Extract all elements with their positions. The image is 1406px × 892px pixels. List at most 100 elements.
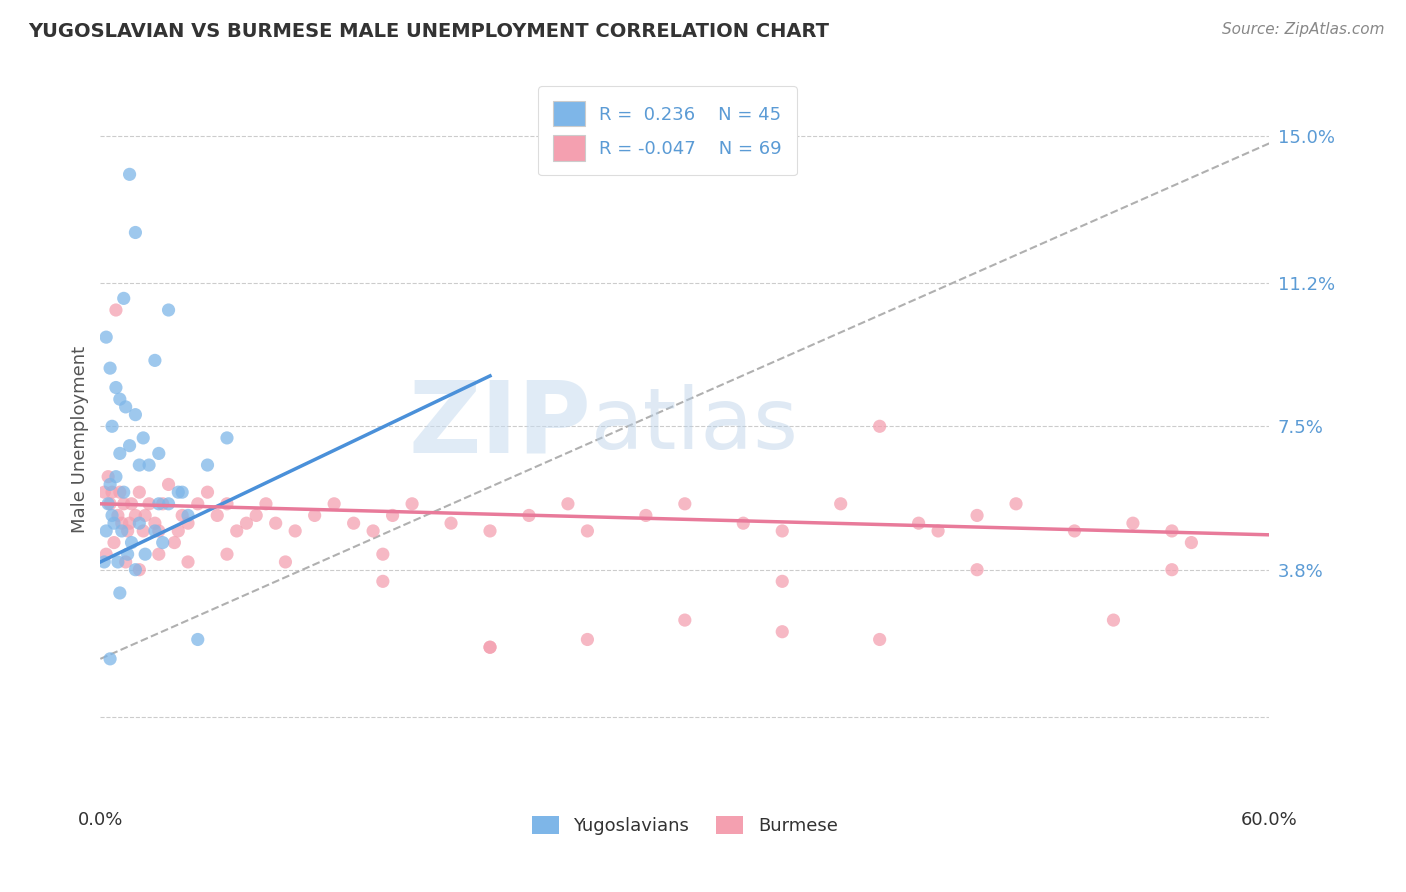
Point [104,380,127,394]
Point [143,516,166,531]
Point [177,508,200,523]
Point [907,516,929,531]
Point [576,524,599,538]
Point [117,547,139,561]
Point [479,640,502,655]
Point [148,524,170,538]
Point [96,524,118,538]
Point [869,419,891,434]
Point [172,485,194,500]
Point [108,446,131,460]
Point [93,555,115,569]
Point [381,508,404,523]
Point [108,392,131,406]
Point [103,516,125,531]
Point [118,167,141,181]
Point [101,485,124,500]
Point [138,497,160,511]
Point [1122,516,1144,531]
Point [108,586,131,600]
Point [197,458,219,472]
Point [1180,535,1202,549]
Point [101,508,124,523]
Point [157,497,180,511]
Point [235,516,257,531]
Point [1102,613,1125,627]
Point [197,485,219,500]
Point [157,303,180,318]
Point [121,535,143,549]
Point [557,497,579,511]
Point [128,485,150,500]
Point [187,632,209,647]
Point [343,516,366,531]
Point [124,508,146,523]
Point [361,524,384,538]
Point [177,555,200,569]
Point [96,330,118,344]
Point [187,497,209,511]
Point [576,632,599,647]
Point [673,613,696,627]
Point [215,431,238,445]
Point [101,419,124,434]
Legend: Yugoslavians, Burmese: Yugoslavians, Burmese [523,806,846,844]
Point [830,497,852,511]
Point [177,516,200,531]
Point [132,431,155,445]
Point [152,497,174,511]
Point [143,353,166,368]
Point [167,524,190,538]
Point [966,508,988,523]
Point [138,458,160,472]
Point [254,497,277,511]
Point [134,508,156,523]
Point [371,547,394,561]
Point [98,361,121,376]
Point [770,524,793,538]
Point [172,508,194,523]
Point [114,400,136,414]
Point [134,547,156,561]
Point [479,640,502,655]
Point [634,508,657,523]
Point [98,497,121,511]
Point [112,292,135,306]
Point [207,508,229,523]
Point [152,535,174,549]
Point [215,497,238,511]
Point [128,563,150,577]
Point [1160,524,1182,538]
Point [143,524,166,538]
Point [274,555,297,569]
Point [673,497,696,511]
Point [111,516,134,531]
Point [124,226,146,240]
Point [371,574,394,589]
Point [96,547,118,561]
Point [118,516,141,531]
Point [304,508,326,523]
Point [148,446,170,460]
Point [770,574,793,589]
Point [966,563,988,577]
Point [284,524,307,538]
Point [869,632,891,647]
Text: ZIP: ZIP [408,376,592,474]
Point [104,303,127,318]
Point [479,524,502,538]
Point [107,508,129,523]
Point [770,624,793,639]
Point [163,535,186,549]
Point [128,516,150,531]
Point [1160,563,1182,577]
Point [245,508,267,523]
Point [112,497,135,511]
Point [440,516,463,531]
Point [97,469,120,483]
Point [132,524,155,538]
Point [121,497,143,511]
Point [98,477,121,491]
Y-axis label: Male Unemployment: Male Unemployment [72,346,89,533]
Point [111,524,134,538]
